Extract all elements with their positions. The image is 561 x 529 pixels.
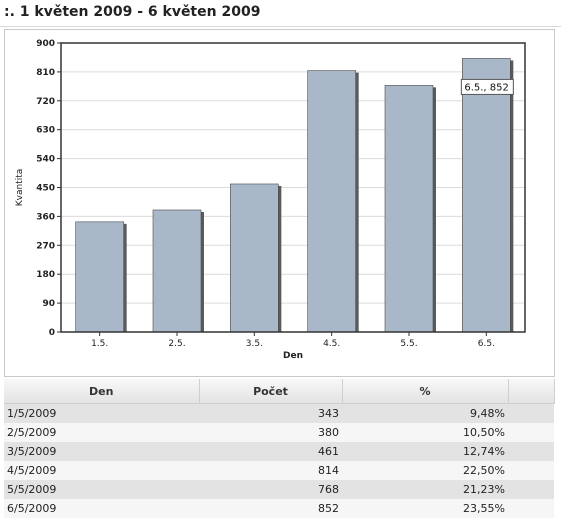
cell-day: 6/5/2009	[4, 499, 199, 518]
cell-count: 343	[199, 403, 342, 423]
x-tick-label: 5.5.	[400, 339, 417, 349]
bar	[230, 183, 279, 333]
table-row[interactable]: 3/5/2009 461 12,74%	[4, 442, 554, 461]
data-table: Den Počet % 1/5/2009 343 9,48% 2/5/2009 …	[4, 379, 555, 518]
table-row[interactable]: 5/5/2009 768 21,23%	[4, 480, 554, 499]
cell-day: 1/5/2009	[4, 403, 199, 423]
cell-day: 3/5/2009	[4, 442, 199, 461]
tooltip-text: 6.5., 852	[464, 82, 509, 93]
table-row[interactable]: 4/5/2009 814 22,50%	[4, 461, 554, 480]
x-tick-label: 4.5.	[323, 339, 340, 349]
bar	[75, 221, 124, 333]
title-divider	[0, 26, 561, 27]
cell-filler	[508, 499, 554, 518]
plot-frame	[60, 42, 526, 333]
x-tick-label: 3.5.	[246, 339, 263, 349]
x-tick-label: 1.5.	[91, 339, 108, 349]
column-header-percent[interactable]: %	[342, 379, 509, 404]
cell-filler	[508, 480, 554, 499]
y-tick-label: 810	[36, 68, 55, 78]
cell-percent: 21,23%	[342, 480, 508, 499]
bar-tooltip: 6.5., 852	[460, 78, 514, 95]
x-axis-title: Den	[283, 351, 303, 361]
x-tick-labels: 1.5. 2.5. 3.5. 4.5. 5.5. 6.5.	[91, 332, 495, 349]
y-axis-title: Kvantita	[15, 169, 25, 207]
cell-count: 768	[199, 480, 342, 499]
y-tick-label: 720	[36, 97, 55, 107]
y-tick-label: 900	[36, 39, 55, 49]
cell-day: 4/5/2009	[4, 461, 199, 480]
table-row[interactable]: 6/5/2009 852 23,55%	[4, 499, 554, 518]
cell-day: 2/5/2009	[4, 423, 199, 442]
table-row[interactable]: 1/5/2009 343 9,48%	[4, 403, 554, 423]
x-tick-label: 6.5.	[478, 339, 495, 349]
cell-percent: 10,50%	[342, 423, 508, 442]
cell-day: 5/5/2009	[4, 480, 199, 499]
column-header-count[interactable]: Počet	[199, 379, 343, 404]
cell-count: 852	[199, 499, 342, 518]
cell-filler	[508, 461, 554, 480]
bar	[152, 209, 202, 333]
x-tick-label: 2.5.	[168, 339, 185, 349]
cell-filler	[508, 423, 554, 442]
y-tick-label: 450	[36, 184, 55, 194]
grid-lines	[57, 42, 525, 333]
cell-percent: 12,74%	[342, 442, 508, 461]
column-header-day[interactable]: Den	[4, 379, 200, 404]
bar	[384, 85, 434, 333]
bar	[307, 70, 356, 333]
cell-percent: 22,50%	[342, 461, 508, 480]
cell-count: 461	[199, 442, 342, 461]
page-title: :. 1 květen 2009 - 6 květen 2009	[4, 4, 261, 20]
table-header-row: Den Počet %	[4, 379, 555, 404]
y-tick-label: 90	[42, 299, 55, 309]
column-header-filler	[508, 379, 555, 404]
bars	[75, 58, 514, 333]
cell-percent: 9,48%	[342, 403, 508, 423]
cell-filler	[508, 403, 554, 423]
chart-panel: 0 90 180 270 360 450 540 630 720 810 900 1.5. 2.5. 3…	[4, 29, 555, 377]
table-row[interactable]: 2/5/2009 380 10,50%	[4, 423, 554, 442]
cell-count: 814	[199, 461, 342, 480]
y-tick-label: 360	[36, 212, 55, 222]
y-tick-label: 0	[49, 328, 55, 338]
cell-filler	[508, 442, 554, 461]
y-tick-labels: 0 90 180 270 360 450 540 630 720 810 900	[36, 39, 55, 338]
bar	[462, 58, 511, 333]
y-tick-label: 540	[36, 155, 55, 165]
cell-count: 380	[199, 423, 342, 442]
y-tick-label: 270	[36, 241, 55, 251]
bar-chart: 0 90 180 270 360 450 540 630 720 810 900 1.5. 2.5. 3…	[15, 39, 526, 361]
y-tick-label: 630	[36, 126, 55, 136]
y-tick-label: 180	[36, 270, 55, 280]
cell-percent: 23,55%	[342, 499, 508, 518]
